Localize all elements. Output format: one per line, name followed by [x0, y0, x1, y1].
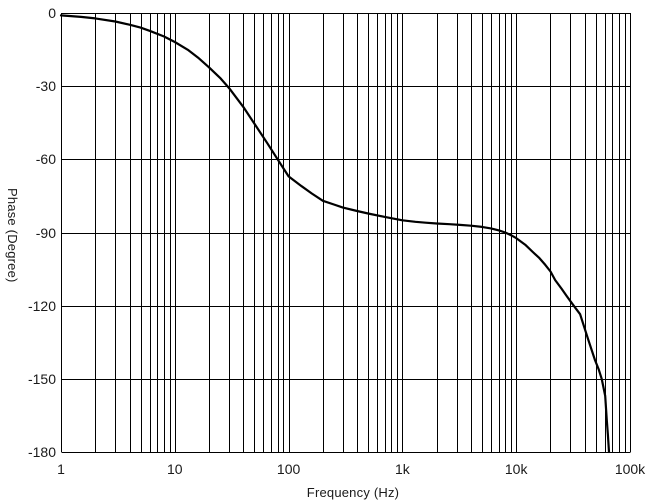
y-tick-label: -60 [35, 151, 56, 168]
x-axis-title: Frequency (Hz) [306, 485, 400, 500]
x-tick-label: 10k [504, 461, 528, 477]
x-tick-label: 100 [276, 461, 301, 477]
y-tick-label: -90 [35, 224, 56, 241]
grid-lines [61, 13, 631, 453]
y-tick-label: -30 [35, 78, 56, 95]
y-tick-label: 0 [48, 5, 56, 21]
x-tick-label: 100k [614, 461, 646, 477]
y-axis-title: Phase (Degree) [5, 188, 20, 283]
y-tick-label: -180 [27, 444, 56, 460]
y-tick-label: -120 [27, 297, 56, 314]
x-tick-label: 1 [57, 461, 65, 477]
x-tick-label: 1k [394, 461, 410, 477]
x-tick-label: 10 [167, 461, 183, 477]
y-tick-label: -150 [27, 370, 56, 387]
phase-curve [59, 14, 611, 454]
